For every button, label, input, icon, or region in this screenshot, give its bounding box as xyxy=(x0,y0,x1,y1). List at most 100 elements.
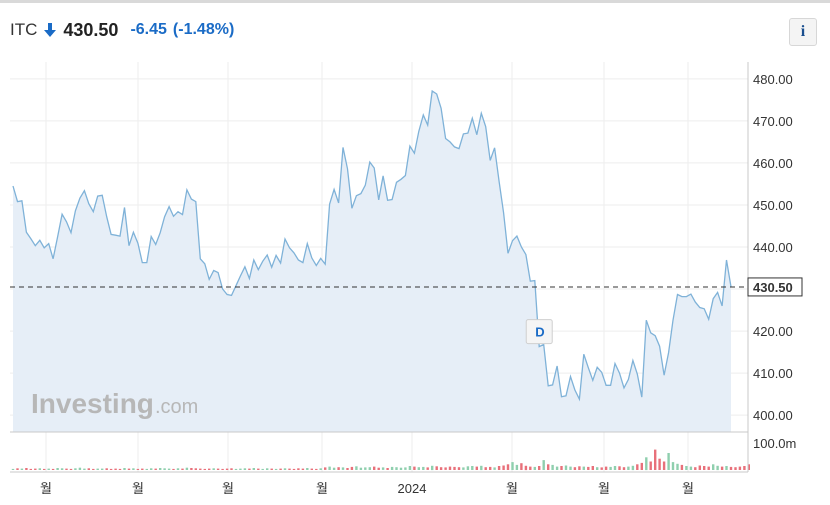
volume-bar xyxy=(694,467,697,470)
volume-bar xyxy=(288,468,291,470)
volume-bar xyxy=(208,468,211,470)
volume-bar xyxy=(457,467,461,470)
volume-bar xyxy=(69,468,73,470)
x-tick-label: 월 xyxy=(598,481,610,496)
volume-bar xyxy=(453,466,456,470)
volume-bar xyxy=(301,468,305,470)
info-icon: i xyxy=(800,23,806,40)
volume-bar xyxy=(676,463,679,470)
volume-bar xyxy=(685,466,688,470)
volume-bar xyxy=(627,466,630,470)
volume-bar xyxy=(573,467,577,470)
volume-bar xyxy=(618,466,621,470)
volume-bar xyxy=(497,466,501,470)
volume-bar xyxy=(181,468,184,470)
price-line xyxy=(12,89,732,402)
x-tick-label: 월 xyxy=(132,481,144,496)
volume-bar xyxy=(493,467,496,470)
watermark-brand: Investing xyxy=(31,388,154,419)
volume-bar xyxy=(729,466,733,470)
volume-bar xyxy=(600,467,603,470)
volume-bars xyxy=(11,449,750,471)
last-price-tag: 430.50 xyxy=(747,277,803,297)
dividend-marker-label: D xyxy=(535,325,544,340)
volume-bar xyxy=(613,466,617,470)
volume-bar xyxy=(596,467,599,470)
volume-bar xyxy=(279,468,282,470)
y-tick-label: 450.00 xyxy=(753,198,793,213)
volume-bar xyxy=(105,468,108,470)
volume-bar xyxy=(123,468,126,470)
volume-bar xyxy=(127,468,131,470)
watermark-suffix: .com xyxy=(155,396,198,418)
volume-bar xyxy=(364,467,367,470)
y-tick-label: 420.00 xyxy=(753,324,793,339)
x-tick-label: 2024 xyxy=(398,481,427,496)
volume-bar xyxy=(390,466,394,470)
volume-bar xyxy=(484,467,487,470)
volume-bar xyxy=(422,466,425,470)
volume-bar xyxy=(159,468,162,470)
volume-bar xyxy=(141,468,144,470)
volume-bar xyxy=(645,457,648,471)
volume-bar xyxy=(96,468,99,470)
info-button[interactable]: i xyxy=(789,18,817,46)
volume-bar xyxy=(199,468,202,470)
volume-bar xyxy=(439,467,443,470)
x-tick-label: 월 xyxy=(682,481,694,496)
volume-bar xyxy=(297,468,300,470)
volume-bar xyxy=(502,465,505,470)
volume-bar xyxy=(658,458,661,470)
volume-bar xyxy=(689,466,693,470)
x-axis-ticks: 월 월 월 월 2024 월 월 월 xyxy=(40,481,694,496)
volume-bar xyxy=(520,463,523,470)
symbol-label[interactable]: ITC xyxy=(10,20,38,39)
volume-bar xyxy=(230,468,233,470)
volume-bar xyxy=(533,466,536,470)
volume-bar xyxy=(654,449,657,470)
volume-bar xyxy=(274,468,278,470)
volume-bar xyxy=(328,466,331,470)
volume-bar xyxy=(324,467,327,470)
volume-bar xyxy=(738,466,742,470)
volume-bar xyxy=(114,468,117,470)
volume-bar xyxy=(136,468,140,470)
volume-bar xyxy=(591,466,594,470)
volume-bar xyxy=(547,464,550,470)
volume-bar xyxy=(60,468,64,470)
volume-bar xyxy=(667,453,670,470)
volume-bar xyxy=(43,468,46,470)
volume-bar xyxy=(252,468,255,470)
volume-bar xyxy=(368,467,371,470)
volume-axis-label: 100.0m xyxy=(753,436,796,451)
price-change-percent: (-1.48%) xyxy=(172,21,235,38)
volume-bar xyxy=(270,468,273,470)
y-tick-label: 470.00 xyxy=(753,114,793,129)
volume-bar xyxy=(395,467,398,470)
volume-bar xyxy=(74,468,77,470)
volume-bar xyxy=(404,467,407,470)
volume-bar xyxy=(466,466,470,470)
volume-bar xyxy=(350,466,354,470)
volume-bar xyxy=(87,468,90,470)
volume-bar xyxy=(56,468,59,470)
x-tick-label: 월 xyxy=(40,481,52,496)
volume-bar xyxy=(341,467,345,470)
volume-bar xyxy=(631,465,635,471)
y-axis-ticks: 480.00470.00460.00450.00440.00430.00420.… xyxy=(753,72,793,423)
volume-bar xyxy=(551,464,554,470)
volume-bar xyxy=(310,468,313,470)
volume-bar xyxy=(243,468,247,470)
volume-bar xyxy=(578,466,581,470)
volume-bar xyxy=(101,468,104,470)
volume-bar xyxy=(716,465,719,471)
volume-bar xyxy=(662,461,666,470)
dividend-marker[interactable]: D xyxy=(525,319,553,345)
volume-bar xyxy=(475,466,478,470)
volume-bar xyxy=(319,468,322,470)
volume-bar xyxy=(747,464,750,470)
volume-bar xyxy=(538,466,541,470)
volume-bar xyxy=(283,468,287,470)
volume-bar xyxy=(542,460,545,470)
